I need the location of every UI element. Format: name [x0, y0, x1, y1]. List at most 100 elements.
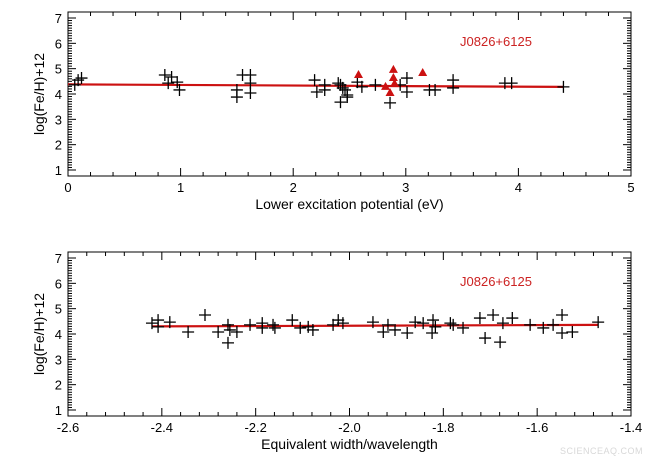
data-point — [429, 320, 442, 333]
x-tick-label: -2.2 — [244, 420, 266, 435]
x-axis-label: Lower excitation potential (eV) — [255, 196, 443, 212]
data-point — [152, 320, 165, 333]
x-tick-label: -1.6 — [526, 420, 548, 435]
y-tick-label: 3 — [55, 352, 62, 367]
data-point-triangle — [418, 67, 428, 76]
data-point — [308, 74, 321, 87]
data-point — [494, 336, 507, 349]
data-point — [268, 321, 281, 334]
data-point — [198, 309, 211, 321]
data-point-triangle — [388, 64, 398, 73]
plot-frame — [67, 11, 632, 177]
data-point — [426, 326, 439, 339]
y-tick-label: 6 — [55, 276, 62, 291]
data-point — [473, 312, 486, 325]
data-point — [505, 77, 518, 90]
y-axis-label: log(Fe/H)+12 — [31, 293, 47, 375]
data-point — [479, 332, 492, 345]
plot-frame — [67, 251, 632, 417]
data-point — [401, 326, 414, 339]
x-tick-label: -2.6 — [57, 420, 79, 435]
x-axis-label: Equivalent width/wavelength — [261, 436, 438, 452]
data-point — [524, 318, 537, 331]
data-point — [547, 318, 560, 331]
panel-2: -2.6 -2.4 -2.2 -2.0 -1.8 -1.6 -1.4 1 2 3 4 5 6 7 Equiv… — [31, 251, 642, 452]
data-point — [221, 336, 234, 349]
y-axis-label: log(Fe/H)+12 — [31, 53, 47, 135]
x-tick-label: -1.8 — [432, 420, 454, 435]
data-point — [592, 316, 605, 329]
data-point — [381, 318, 394, 331]
y-tick-label: 4 — [55, 327, 62, 342]
y-tick-label: 3 — [55, 112, 62, 127]
fit-line — [67, 83, 564, 89]
x-tick-label: 3 — [402, 180, 409, 195]
data-point — [212, 325, 225, 338]
data-point — [417, 317, 430, 330]
data-point — [163, 316, 176, 329]
data-point — [487, 309, 500, 321]
data-point — [244, 86, 257, 99]
data-point — [336, 81, 349, 94]
data-point — [158, 69, 171, 81]
data-point — [447, 318, 460, 331]
x-tick-label: -2.0 — [338, 420, 360, 435]
star-id-annotation: J0826+6125 — [460, 34, 532, 49]
data-point — [327, 318, 340, 331]
data-point — [427, 314, 440, 327]
data-point-triangle — [390, 78, 400, 87]
y-tick-label: 5 — [55, 302, 62, 317]
data-point — [409, 316, 422, 329]
data-point — [286, 314, 299, 327]
data-point — [377, 325, 390, 338]
data-point — [457, 321, 470, 334]
y-tick-label: 1 — [55, 403, 62, 418]
data-point — [537, 321, 550, 334]
data-point — [506, 312, 519, 325]
data-point — [244, 318, 257, 331]
data-point — [400, 85, 413, 98]
data-point — [310, 85, 323, 98]
star-id-annotation: J0826+6125 — [460, 274, 532, 289]
data-point — [341, 89, 354, 102]
data-point — [400, 72, 413, 85]
data-point — [389, 323, 402, 336]
data-point — [366, 316, 379, 329]
data-point — [75, 72, 88, 85]
data-point — [267, 318, 280, 331]
data-point — [302, 320, 315, 333]
data-point — [221, 318, 234, 331]
data-point — [145, 317, 158, 330]
data-point — [256, 321, 269, 334]
data-point — [557, 80, 570, 93]
data-point — [68, 78, 81, 91]
y-tick-label: 7 — [55, 251, 62, 266]
y-tick-label: 4 — [55, 87, 62, 102]
data-point — [369, 78, 382, 91]
fit-line — [152, 323, 599, 328]
data-point — [556, 309, 569, 321]
x-tick-label: 5 — [627, 180, 634, 195]
x-tick-label: 4 — [515, 180, 522, 195]
x-tick-label: -1.4 — [620, 420, 642, 435]
x-tick-label: 2 — [290, 180, 297, 195]
x-tick-label: 1 — [177, 180, 184, 195]
data-point — [230, 325, 243, 338]
data-point-triangle — [354, 70, 364, 78]
y-tick-label: 7 — [55, 11, 62, 26]
data-point — [182, 325, 195, 338]
data-point — [384, 96, 397, 109]
watermark: SCIENCEAQ.COM — [560, 446, 644, 456]
data-point — [338, 83, 351, 96]
data-point — [318, 83, 331, 96]
data-point — [162, 77, 175, 90]
data-point — [566, 325, 579, 338]
data-point-triangle — [388, 73, 398, 82]
data-point — [306, 323, 319, 336]
data-point-triangle — [381, 81, 391, 90]
data-point — [334, 96, 347, 109]
data-point — [223, 323, 236, 336]
data-point — [336, 317, 349, 330]
